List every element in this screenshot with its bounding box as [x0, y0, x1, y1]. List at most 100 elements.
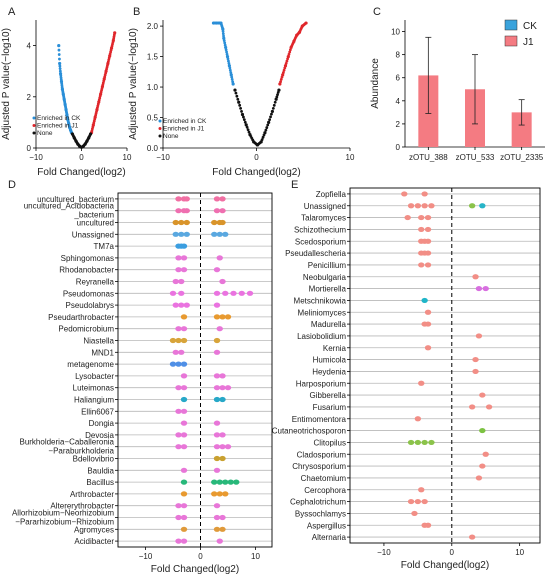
data-point [213, 444, 221, 450]
data-point [468, 203, 476, 209]
data-point [271, 106, 275, 110]
y-tick-label: 1.0 [147, 83, 159, 92]
category-label: Lasiobolidium [297, 332, 346, 341]
data-point [178, 302, 185, 308]
y-tick-label: 0 [396, 143, 401, 152]
y-tick-label: 2 [396, 120, 401, 129]
x-tick-label: −10 [377, 548, 391, 557]
x-tick-label: 10 [123, 153, 132, 162]
category-label: Pseudomonas [63, 289, 114, 298]
data-point [219, 278, 226, 285]
data-point [243, 120, 247, 124]
data-point [221, 30, 225, 33]
data-point [421, 498, 428, 505]
data-point [175, 514, 182, 521]
data-point [281, 73, 285, 77]
data-point [283, 66, 287, 70]
category-label: Ellin6067 [81, 407, 114, 416]
data-point [229, 71, 233, 74]
data-point [266, 123, 270, 127]
data-point [169, 290, 177, 296]
category-label: Pedomicrobium [58, 325, 114, 334]
data-point [93, 117, 97, 121]
data-point [180, 385, 188, 391]
data-point [213, 420, 221, 426]
category-label: _bacterium [73, 211, 114, 220]
data-point [213, 526, 221, 532]
data-point [180, 314, 188, 320]
category-label: Pseudallescheria [285, 249, 346, 258]
data-point [264, 128, 268, 132]
data-point [234, 91, 238, 95]
legend-marker [158, 119, 162, 123]
data-point [223, 43, 227, 47]
data-point [213, 396, 221, 403]
bar-chart-c: 0 2 4 6 8 10 zOTU_388 zOTU_533 zOTU_2335 Abundanc… [370, 19, 545, 162]
data-point [239, 106, 243, 110]
data-point [424, 522, 432, 528]
data-point [475, 333, 483, 339]
legend-marker [32, 124, 36, 127]
data-point [411, 510, 418, 517]
data-point [262, 133, 266, 137]
data-point [112, 33, 116, 37]
data-point [286, 54, 290, 59]
data-point [414, 416, 422, 422]
data-point [219, 396, 226, 403]
data-point [175, 267, 182, 273]
data-point [180, 503, 188, 509]
category-label: Clitopilus [314, 438, 346, 447]
y-tick-label: 0 [27, 144, 32, 153]
data-point [277, 88, 281, 92]
panel-label-a: A [8, 6, 16, 18]
category-label: Cladosporium [297, 450, 347, 459]
data-point [220, 26, 224, 30]
legend-label: Enriched in CK [37, 115, 81, 122]
data-point [180, 326, 188, 332]
data-point [287, 52, 291, 56]
data-point [273, 100, 277, 104]
category-label: Chrysosporium [292, 462, 346, 471]
data-point [221, 32, 225, 36]
data-point [213, 208, 221, 214]
category-label: uncultured_Acidobacteria [24, 202, 115, 211]
data-point [479, 427, 486, 434]
data-point [175, 444, 182, 450]
data-point [275, 95, 279, 99]
data-point [485, 404, 493, 410]
data-point [407, 439, 415, 446]
category-label: Talaromyces [301, 214, 346, 223]
y-tick-label: 4 [396, 97, 401, 106]
x-tick-label: −10 [29, 153, 43, 162]
data-point [418, 262, 425, 268]
category-label: Madurella [311, 320, 347, 329]
category-label: Acidibacter [74, 537, 114, 546]
panel-label-d: D [8, 179, 16, 191]
data-point [274, 97, 278, 101]
x-tick-label: zOTU_2335 [500, 153, 544, 162]
data-point [424, 250, 432, 256]
data-point [421, 203, 428, 209]
category-label: Bauldia [87, 466, 114, 475]
data-point [172, 349, 179, 355]
data-point [479, 203, 486, 209]
data-point [228, 66, 232, 70]
category-label: Fusarium [313, 403, 347, 412]
data-point [267, 120, 271, 124]
legend-marker [158, 134, 162, 138]
data-point [180, 255, 188, 261]
data-point [180, 361, 188, 367]
data-point [230, 75, 234, 79]
data-point [475, 475, 483, 481]
category-label: Metschnikowia [294, 296, 347, 305]
data-point [222, 231, 229, 237]
legend-label-ck: CK [523, 21, 537, 32]
category-label: Niastella [83, 337, 114, 346]
data-point [180, 337, 188, 344]
data-point [175, 337, 182, 344]
legend-marker [32, 131, 36, 135]
x-tick-label: 0 [198, 552, 203, 561]
data-point [294, 35, 298, 39]
category-label: Cephalotrichum [290, 498, 346, 507]
